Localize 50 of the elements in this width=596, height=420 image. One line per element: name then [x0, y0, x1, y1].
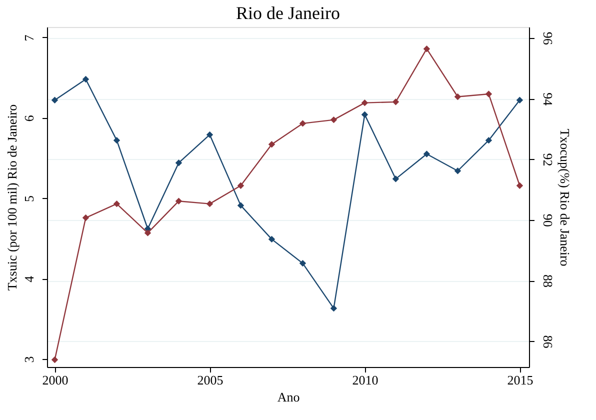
y2-tick-label: 86	[540, 335, 556, 349]
point	[485, 136, 492, 144]
point	[361, 99, 368, 106]
point	[392, 98, 400, 106]
point	[516, 96, 524, 104]
y-tick-label: 5	[22, 195, 36, 202]
y2-tick-label: 88	[540, 274, 556, 288]
x-tick-label: 2010	[352, 372, 378, 388]
point	[82, 214, 90, 222]
point	[299, 260, 306, 267]
y-tick-label: 7	[22, 34, 36, 42]
y2-tick-label: 90	[540, 214, 556, 227]
point	[454, 93, 462, 100]
x-tick-label: 2015	[507, 372, 534, 388]
point	[299, 120, 306, 127]
point	[392, 176, 400, 182]
point	[485, 90, 492, 98]
point	[144, 230, 152, 236]
point	[361, 111, 368, 118]
point	[113, 200, 120, 208]
point	[330, 116, 338, 124]
point	[206, 131, 214, 138]
y2-tick-label: 96	[540, 32, 556, 46]
point	[82, 76, 90, 83]
point	[175, 159, 182, 166]
y2-tick-label: 92	[540, 153, 556, 166]
point	[206, 200, 214, 208]
x-tick-label: 2000	[42, 372, 68, 388]
y2-tick-label: 94	[540, 92, 556, 106]
point	[423, 45, 430, 52]
point	[237, 202, 244, 209]
y-axis-title: Txsuic (por 100 mil) Rio de Janeiro	[4, 104, 20, 291]
point	[423, 150, 430, 158]
x-tick-label: 2005	[197, 372, 224, 388]
point	[175, 198, 182, 204]
y-tick-label: 3	[22, 356, 36, 363]
y-tick-label: 6	[22, 114, 36, 122]
y2-axis-title: Txocup(%) Rio de Janeiro	[558, 128, 572, 266]
point	[268, 141, 276, 148]
point	[268, 236, 276, 243]
x-axis-title: Ano	[277, 390, 300, 404]
point	[330, 304, 338, 312]
point	[516, 182, 524, 189]
point	[51, 96, 58, 104]
point	[51, 356, 58, 364]
point	[113, 136, 120, 144]
chart-title: Rio de Janeiro	[236, 3, 340, 23]
y-tick-label: 4	[22, 275, 36, 282]
point	[237, 182, 244, 189]
point	[454, 168, 462, 174]
